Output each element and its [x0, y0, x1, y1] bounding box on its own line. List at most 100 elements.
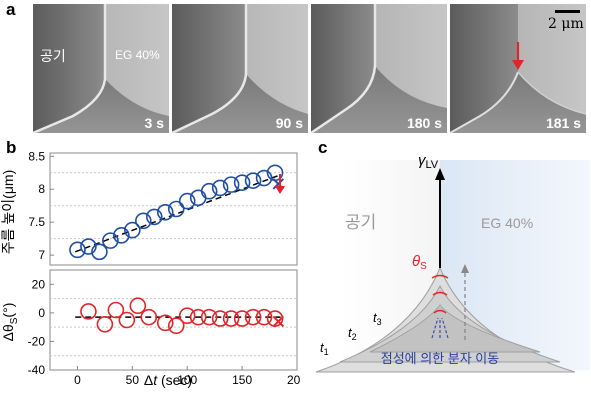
bottom-final-marker [272, 315, 285, 328]
bottom-ytick-label: -20 [28, 334, 46, 348]
bottom-data-point [156, 314, 174, 332]
scale-bar [555, 10, 580, 13]
micrograph-180s: 180 s [311, 4, 447, 133]
t3-sub: 3 [377, 317, 382, 327]
top-red-arrow-head-icon [275, 186, 285, 194]
bottom-xtick-label: 50 [126, 373, 140, 387]
top-data-point [135, 212, 152, 230]
layer-t3 [369, 304, 541, 353]
t3-var: t [373, 310, 378, 325]
top-data-point [145, 208, 163, 226]
gamma-arrow-icon [435, 168, 445, 268]
air-label: 공기 [40, 48, 66, 64]
bottom-y-axis-label: ΔθS(°) [0, 303, 20, 342]
t2-label: t2 [348, 325, 357, 342]
panel-label-a: a [6, 0, 16, 19]
bottom-xtick-label: 200 [287, 373, 300, 387]
gamma-label: γLV [418, 152, 439, 171]
t2-sub: 2 [352, 332, 357, 342]
t1-sub: 1 [324, 347, 329, 357]
top-ytick-label: 7.5 [28, 215, 45, 229]
theta-arc-2 [432, 291, 448, 296]
top-ytick-label: 8.5 [28, 149, 45, 163]
red-down-arrow-icon [512, 42, 524, 70]
bottom-xtick-label: 100 [177, 373, 197, 387]
bottom-y-label-main: Δθ [0, 324, 16, 341]
bottom-y-label-unit: (°) [0, 303, 16, 318]
bottom-data-point [189, 308, 207, 326]
top-data-point [178, 192, 196, 210]
top-y-axis-label: 주름 높이(μm) [0, 170, 16, 254]
bottom-plot: 200-20-40050100150200 [28, 269, 300, 387]
top-data-point [244, 172, 262, 189]
bottom-xtick-label: 150 [232, 373, 252, 387]
top-data-point [211, 179, 229, 197]
top-data-point [156, 203, 174, 221]
x-label-var: t [153, 372, 158, 388]
scale-bar-label: 2 μm [548, 16, 584, 32]
t1-label: t1 [320, 340, 329, 357]
theta-arc-3 [433, 309, 447, 314]
theta-label: θS [412, 253, 427, 272]
bottom-data-point [96, 315, 114, 333]
eg-label-c: EG 40% [481, 215, 533, 231]
bottom-y-label-sub: S [9, 317, 20, 324]
bottom-data-point [140, 308, 158, 326]
bottom-data-point [80, 303, 97, 320]
bottom-data-point [178, 307, 196, 325]
micrograph-181s: 181 s [450, 4, 586, 133]
bottom-data-point [255, 308, 273, 326]
top-fit-line [74, 174, 281, 253]
top-data-point [113, 227, 130, 244]
top-data-point [167, 200, 185, 218]
top-data-point [124, 221, 141, 239]
x-label-prefix: Δ [144, 372, 153, 388]
chart-b: 주름 높이(μm) ΔθS(°) Δt (sec) 77.588.5 200-2… [0, 149, 300, 388]
bottom-data-point [211, 310, 229, 327]
bottom-data-point [118, 311, 136, 329]
x-label-unit: (sec) [157, 372, 192, 388]
top-data-point [69, 241, 86, 259]
t2-var: t [348, 325, 353, 340]
theta-subscript: S [420, 261, 427, 272]
bottom-xtick-label: 0 [74, 373, 81, 387]
top-data-point [222, 176, 240, 193]
bottom-data-point [129, 297, 147, 315]
bottom-data-point [167, 317, 185, 335]
t1-var: t [320, 340, 325, 355]
top-plot: 7 7.5 8 8.5 [28, 149, 298, 266]
top-data-point [233, 174, 251, 191]
bottom-ytick-label: 0 [38, 306, 45, 320]
bottom-ytick-label: -40 [28, 363, 46, 377]
caption-c: 점성에 의한 분자 이동 [381, 351, 500, 366]
top-data-point [102, 232, 119, 249]
top-data-point [91, 243, 108, 261]
top-data-point [255, 169, 273, 187]
bottom-data-point [222, 310, 240, 327]
bottom-data-point [200, 308, 218, 326]
top-data-point [80, 238, 97, 255]
theta-symbol: θ [412, 253, 420, 270]
gamma-subscript: LV [426, 159, 439, 171]
top-ytick-label: 8 [38, 182, 45, 196]
bottom-data-point [244, 308, 262, 326]
top-data-point [200, 182, 218, 200]
time-label-4: 181 s [545, 115, 581, 131]
bottom-frame [49, 269, 298, 371]
gamma-symbol: γ [418, 152, 427, 169]
time-label-2: 90 s [275, 115, 303, 131]
x-axis-label: Δt (sec) [144, 372, 192, 388]
t3-label: t3 [373, 310, 382, 327]
theta-arc-1 [431, 274, 449, 279]
molecular-flow-arrows-icon [431, 264, 469, 340]
time-label-3: 180 s [406, 115, 442, 131]
micrograph-3s: 공기 EG 40% 3 s [33, 4, 169, 133]
top-final-marker [272, 178, 285, 190]
eg-label: EG 40% [115, 48, 160, 62]
bottom-data-point [107, 301, 125, 319]
top-frame [49, 152, 298, 266]
air-label-c: 공기 [345, 213, 376, 232]
panel-label-c: c [318, 138, 328, 157]
